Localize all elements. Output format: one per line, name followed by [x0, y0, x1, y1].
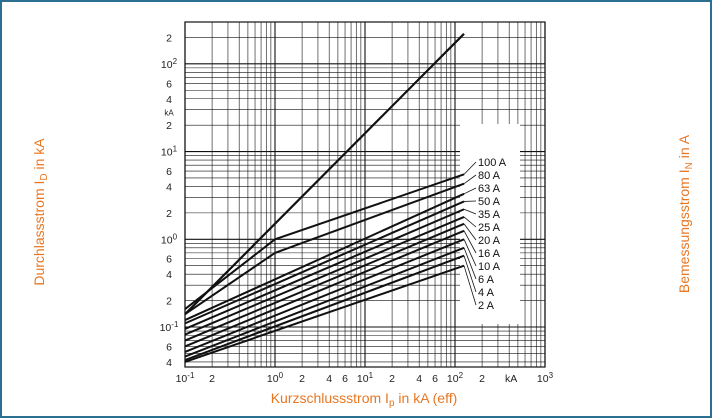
y-tick-label: 6 — [166, 166, 172, 178]
label-leader — [463, 247, 477, 280]
label-leader — [463, 230, 477, 254]
y-tick-label: 6 — [166, 78, 172, 90]
x-tick-label: 10-1 — [176, 371, 195, 385]
rating-label: 20 A — [478, 235, 501, 247]
rating-label: 63 A — [478, 183, 501, 195]
curve-4a — [184, 254, 465, 361]
y-axis-title: Durchlassstrom ID in kA — [31, 138, 50, 286]
x-tick-label: 6 — [432, 373, 438, 385]
y-tick-label: 4 — [166, 269, 172, 281]
label-leader — [463, 265, 477, 306]
rating-label: 100 A — [478, 157, 507, 169]
curve-80a — [184, 182, 465, 316]
y-tick-label: 6 — [166, 341, 172, 353]
label-leader — [463, 223, 477, 241]
rating-label: 16 A — [478, 248, 501, 260]
y-tick-label: 2 — [166, 120, 172, 132]
y-tick-label: 102 — [161, 57, 178, 71]
curve-6a — [184, 246, 465, 358]
curve-20a — [184, 222, 465, 342]
y-tick-label: 6 — [166, 254, 172, 266]
x-tick-label: 2 — [209, 373, 215, 385]
rating-label: 80 A — [478, 170, 501, 182]
label-leader — [463, 239, 477, 267]
x-tick-label: 2 — [389, 373, 395, 385]
x-tick-label: 101 — [357, 371, 374, 385]
x-tick-label: 2 — [479, 373, 485, 385]
rating-labels: 100 A80 A63 A50 A35 A25 A20 A16 A10 A6 A… — [463, 157, 507, 312]
y-tick-label: 2 — [166, 296, 172, 308]
x-tick-label: 103 — [537, 371, 554, 385]
curve-35a — [184, 208, 465, 330]
x-tick-labels: 10-1 2 100 2 4 6 101 2 4 6 102 2 kA 103 — [176, 371, 554, 385]
curve-25a — [184, 215, 465, 336]
y-tick-label: kA — [164, 108, 174, 117]
label-leader — [463, 174, 477, 185]
plot-border — [184, 21, 546, 368]
rating-label: 4 A — [478, 287, 495, 299]
curve-10a — [184, 238, 465, 353]
y-tick-label: 2 — [166, 208, 172, 220]
x-tick-label: 6 — [342, 373, 348, 385]
label-leader — [463, 161, 477, 175]
axis-titles: Kurzschlussstrom Ip in kA (eff) Durchlass… — [31, 134, 695, 409]
grid — [184, 21, 546, 368]
x-tick-label: 4 — [326, 373, 332, 385]
y2-axis-title: Bemessungsstrom IN in A — [676, 134, 695, 293]
x-tick-label: 2 — [299, 373, 305, 385]
x-tick-label: 100 — [267, 371, 284, 385]
y-tick-label: 101 — [161, 145, 178, 159]
curve-50a — [184, 200, 465, 325]
label-leader — [463, 187, 477, 195]
reference-line — [184, 33, 465, 315]
y-tick-label: 10-1 — [160, 320, 179, 334]
curve-100a — [184, 173, 465, 310]
label-leader — [463, 216, 477, 228]
curves — [184, 33, 465, 363]
x-tick-label: 4 — [416, 373, 422, 385]
y-tick-label: 4 — [166, 181, 172, 193]
curve-16a — [184, 229, 465, 348]
x-axis-title: Kurzschlussstrom Ip in kA (eff) — [271, 390, 458, 409]
x-tick-label: 102 — [447, 371, 464, 385]
y-tick-label: 4 — [166, 94, 172, 106]
label-leader — [463, 208, 477, 215]
label-box — [460, 124, 520, 324]
y-tick-label: 2 — [166, 32, 172, 44]
rating-label: 2 A — [478, 300, 495, 312]
y-tick-labels: 2 102 6 4 kA 2 101 6 4 2 100 6 4 2 10-1 6 4 — [160, 32, 179, 368]
curve-63a — [184, 192, 465, 321]
rating-label: 10 A — [478, 261, 501, 273]
y-tick-label: 100 — [161, 232, 178, 246]
x-tick-label: kA — [505, 373, 517, 385]
rating-label: 35 A — [478, 209, 501, 221]
rating-label: 50 A — [478, 196, 501, 208]
rating-label: 6 A — [478, 274, 495, 286]
curve-2a — [184, 264, 465, 363]
y-tick-label: 4 — [166, 357, 172, 369]
label-leader — [463, 255, 477, 293]
rating-label: 25 A — [478, 222, 501, 234]
